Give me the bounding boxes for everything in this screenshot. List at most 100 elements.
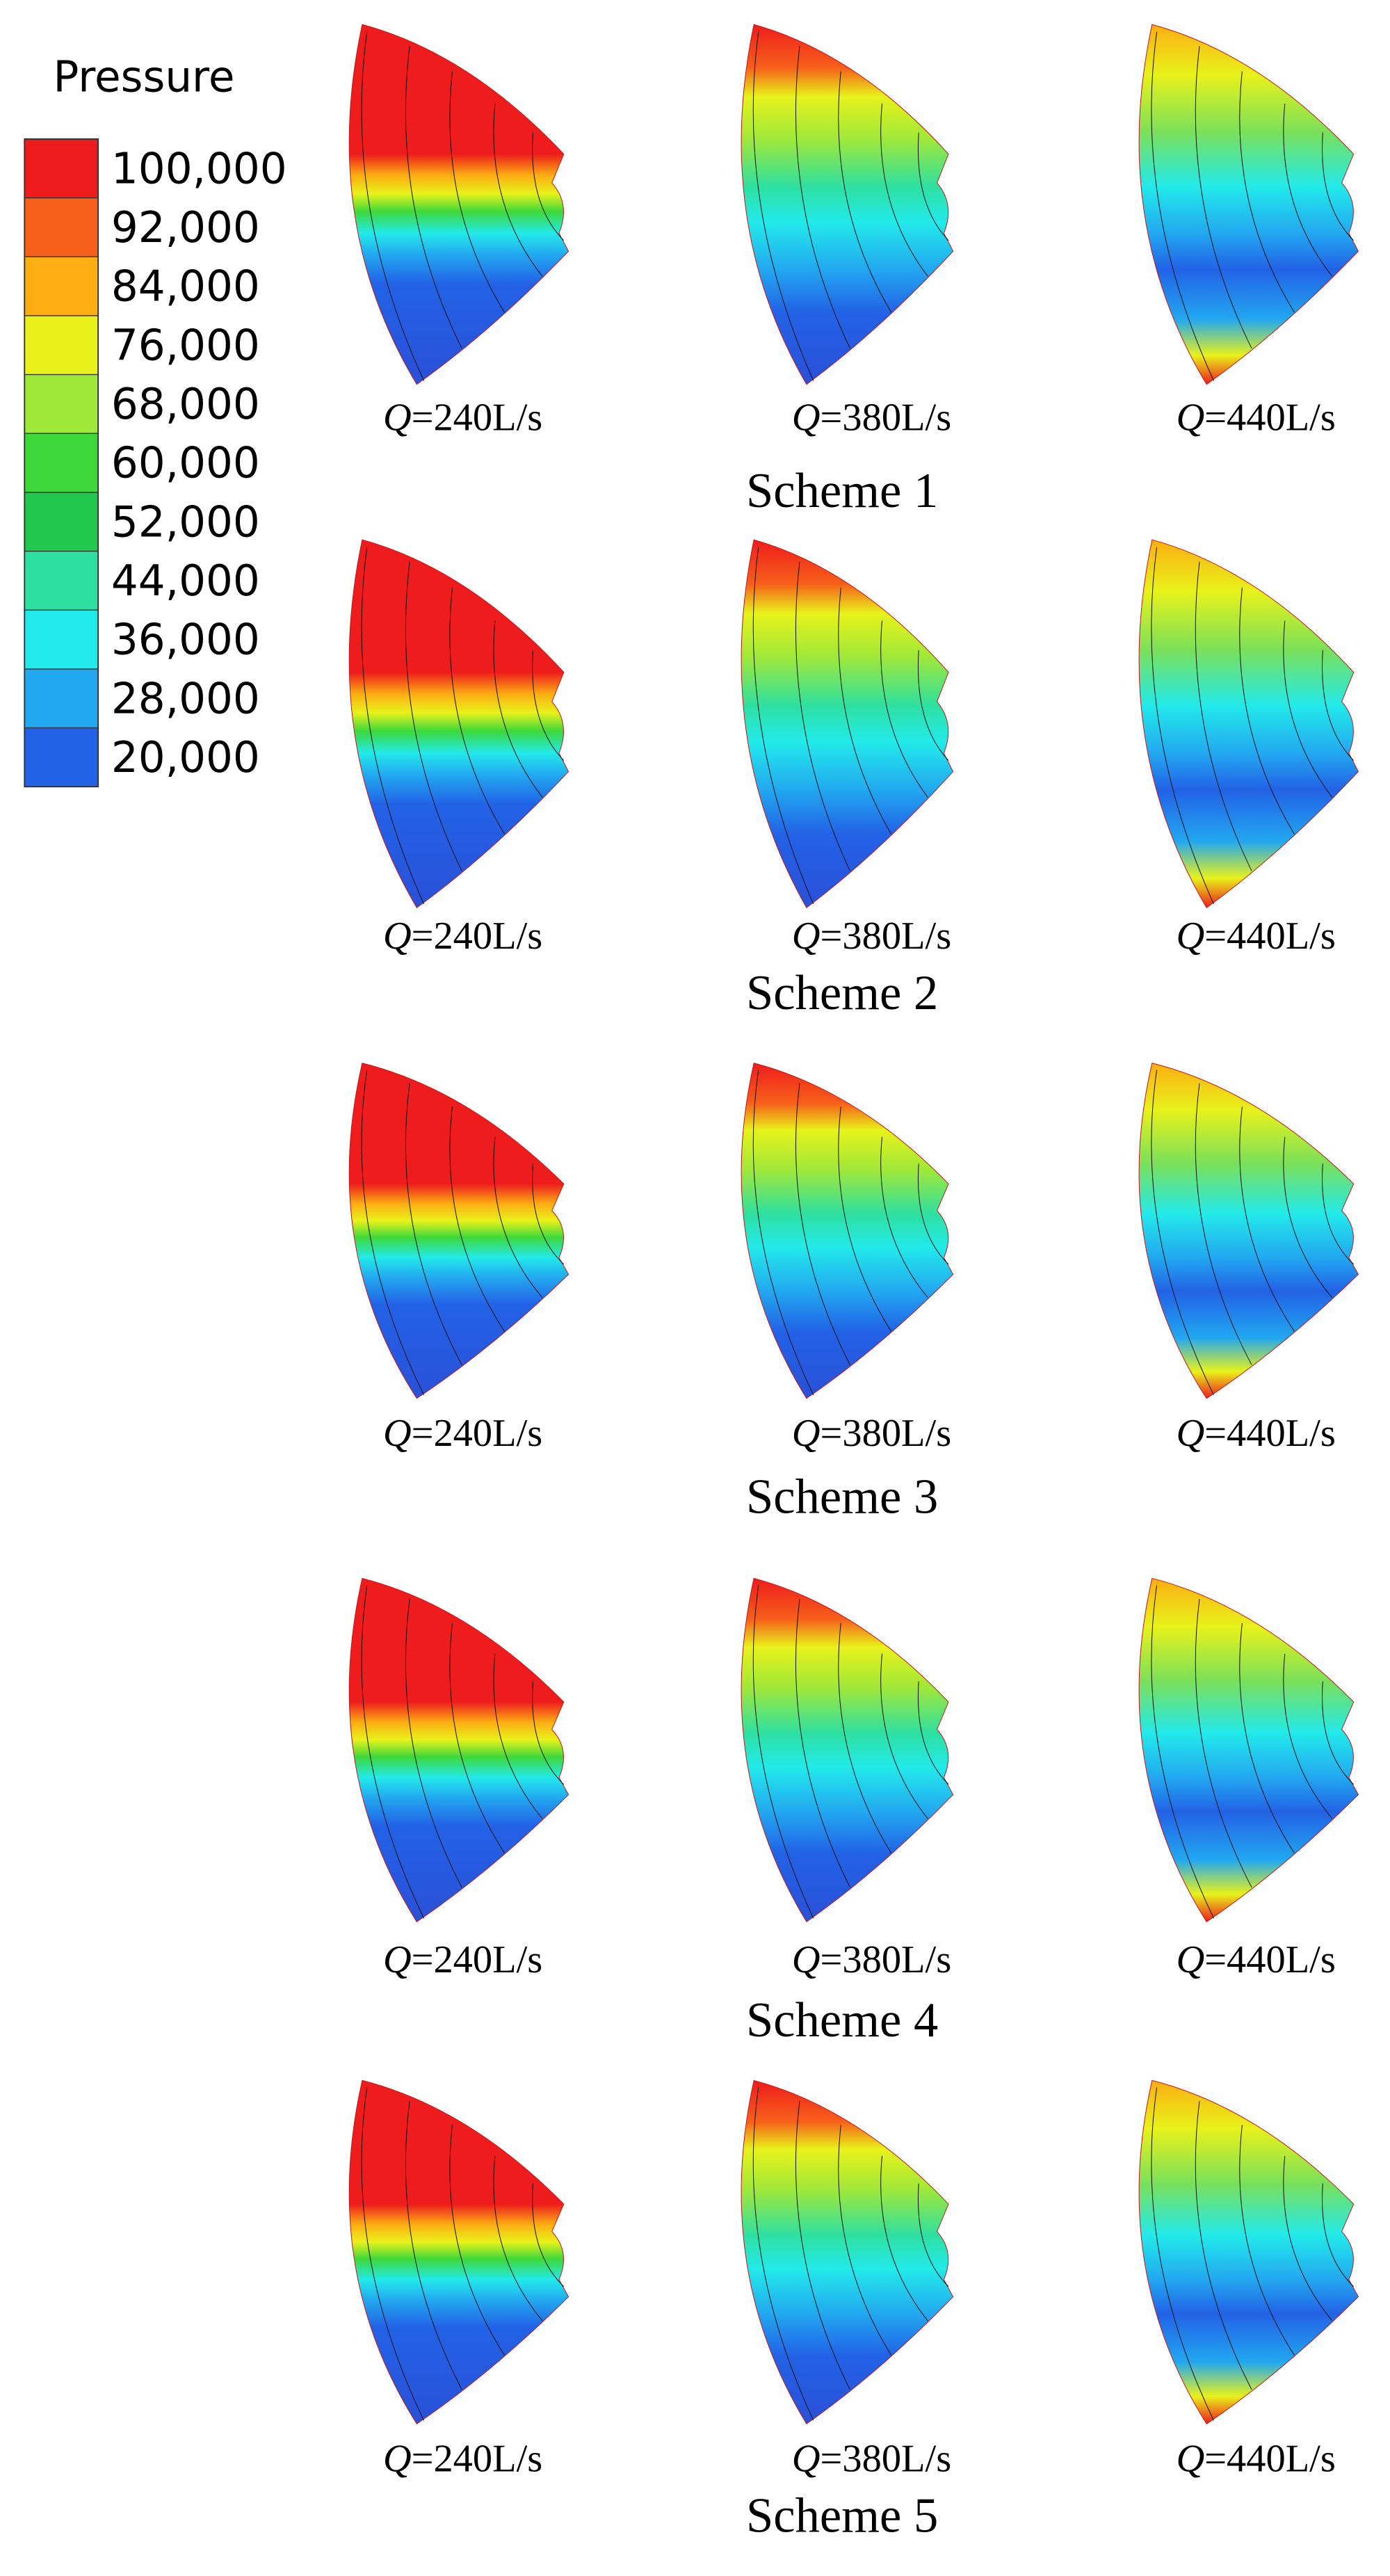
streamline [795, 562, 850, 871]
legend-frame [24, 138, 99, 788]
flow-symbol: Q [383, 1412, 412, 1455]
flow-symbol: Q [792, 2437, 821, 2480]
contour-plot [1139, 1578, 1358, 1922]
flow-symbol: Q [1176, 1938, 1204, 1981]
legend-label: 68,000 [111, 380, 260, 429]
streamline [881, 104, 928, 276]
flow-label: Q=380L/s [792, 2437, 951, 2480]
legend-label: 84,000 [111, 262, 260, 312]
legend-label: 44,000 [111, 556, 260, 606]
streamline [533, 2184, 564, 2287]
legend-band [24, 668, 99, 728]
streamline [795, 1084, 850, 1365]
streamline [1195, 1084, 1252, 1365]
legend-band [24, 492, 99, 552]
flow-value: =240L/s [412, 1938, 543, 1981]
contour-plot [741, 24, 953, 384]
flow-label: Q=440L/s [1176, 1412, 1335, 1455]
flow-label: Q=440L/s [1176, 396, 1335, 440]
streamline [362, 1585, 424, 1918]
blade-surface [349, 540, 568, 908]
flow-label: Q=240L/s [383, 2437, 542, 2480]
streamline [1240, 1623, 1295, 1853]
streamline [533, 132, 564, 240]
legend-band [24, 315, 99, 375]
streamline [1284, 1137, 1332, 1298]
legend-band [24, 551, 99, 611]
legend-band [24, 433, 99, 492]
streamline [918, 2184, 948, 2287]
legend-band [24, 374, 99, 434]
contour-plot [1139, 24, 1358, 384]
legend-label: 36,000 [111, 615, 260, 665]
streamline [918, 132, 948, 240]
blade-surface [349, 1578, 568, 1922]
streamline [881, 620, 928, 797]
streamline [533, 1164, 564, 1264]
streamline [839, 1106, 891, 1331]
flow-label: Q=380L/s [792, 915, 951, 958]
contour-plot [349, 2080, 568, 2424]
legend-band [24, 257, 99, 316]
flow-value: =440L/s [1204, 915, 1336, 958]
blade-surface [741, 1578, 953, 1922]
legend-band [24, 610, 99, 669]
flow-value: =380L/s [821, 1938, 952, 1981]
streamline [1323, 1164, 1354, 1264]
flow-symbol: Q [383, 2437, 412, 2480]
streamline [918, 1164, 948, 1264]
streamline [1284, 1654, 1332, 1819]
streamline [1323, 1682, 1354, 1785]
streamline [405, 46, 462, 348]
legend-label: 76,000 [111, 321, 260, 370]
streamline [494, 104, 542, 276]
flow-label: Q=240L/s [383, 1412, 542, 1455]
flow-label: Q=440L/s [1176, 2437, 1335, 2480]
contour-plot [1139, 540, 1358, 908]
streamline [1323, 132, 1354, 240]
flow-symbol: Q [1176, 915, 1204, 958]
streamline [1240, 2125, 1295, 2356]
streamline [405, 2101, 462, 2390]
streamline [1151, 547, 1214, 904]
streamline [362, 2087, 424, 2420]
flow-value: =240L/s [412, 2437, 543, 2480]
flow-label: Q=380L/s [792, 396, 951, 440]
streamline [918, 1682, 948, 1785]
contour-plot [349, 24, 568, 384]
flow-label: Q=380L/s [792, 1412, 951, 1455]
legend-band [24, 138, 99, 198]
streamline [839, 2125, 891, 2356]
streamline [1195, 2101, 1252, 2390]
flow-symbol: Q [383, 1938, 412, 1981]
streamline [1240, 1106, 1295, 1331]
streamline [1195, 1599, 1252, 1887]
streamline [881, 1654, 928, 1819]
blade-surface [741, 2080, 953, 2424]
streamline [795, 1599, 850, 1887]
streamline [494, 1137, 542, 1298]
legend-label: 28,000 [111, 674, 260, 723]
flow-value: =440L/s [1204, 2437, 1336, 2480]
flow-label: Q=380L/s [792, 1938, 951, 1981]
streamline [533, 1682, 564, 1785]
streamline [881, 2156, 928, 2321]
flow-value: =380L/s [821, 396, 952, 440]
flow-value: =440L/s [1204, 396, 1336, 440]
flow-symbol: Q [383, 396, 412, 440]
scheme-label: Scheme 2 [746, 966, 938, 1020]
contour-plot [349, 1578, 568, 1922]
flow-label: Q=240L/s [383, 915, 542, 958]
streamline [881, 1137, 928, 1298]
streamline [533, 650, 564, 761]
flow-value: =240L/s [412, 396, 543, 440]
blade-surface [349, 2080, 568, 2424]
contour-plot [1139, 2080, 1358, 2424]
blade-surface [1139, 1578, 1358, 1922]
flow-symbol: Q [1176, 396, 1204, 440]
legend-title: Pressure [53, 53, 234, 102]
flow-value: =240L/s [412, 1412, 543, 1455]
streamline [753, 547, 814, 904]
streamline [1240, 72, 1295, 313]
